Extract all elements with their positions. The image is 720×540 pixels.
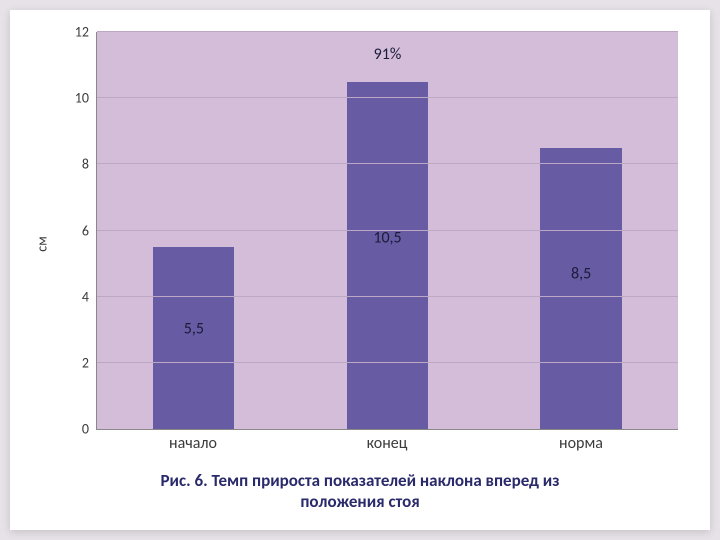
y-tick-label: 6 bbox=[82, 222, 97, 239]
plot-area: 5,510,591%8,5 024681012 bbox=[96, 32, 678, 430]
x-tick-label: начало bbox=[169, 434, 217, 453]
gridline bbox=[97, 97, 678, 98]
x-axis-labels: начало конец норма bbox=[96, 434, 678, 458]
y-axis-label: см bbox=[34, 236, 51, 251]
bars-layer: 5,5 10,5 91% 8,5 bbox=[97, 32, 678, 429]
x-tick-label: конец bbox=[367, 434, 408, 453]
bar bbox=[347, 82, 428, 429]
bar-value-label: 8,5 bbox=[571, 265, 591, 284]
gridline bbox=[97, 230, 678, 231]
y-tick-label: 2 bbox=[82, 354, 97, 371]
bar bbox=[540, 148, 621, 429]
bar-value-label: 5,5 bbox=[184, 319, 204, 338]
bar-annotation: 91% bbox=[374, 45, 402, 64]
gridline bbox=[97, 296, 678, 297]
y-tick-label: 12 bbox=[75, 24, 97, 41]
slide: 5,5 10,5 91% 8,5 0 2 4 6 8 10 12 начало конец норма… bbox=[10, 10, 710, 530]
caption-line-2: положения стоя bbox=[300, 491, 419, 512]
y-tick-label: 10 bbox=[75, 90, 97, 107]
figure-caption: Рис. 6. Темп прироста показателей наклон… bbox=[26, 470, 694, 513]
y-tick-label: 0 bbox=[82, 421, 97, 438]
x-tick-label: норма bbox=[559, 434, 603, 453]
caption-line-1: Рис. 6. Темп прироста показателей наклон… bbox=[160, 470, 559, 491]
y-tick-label: 4 bbox=[82, 288, 97, 305]
bar-value-label: 10,5 bbox=[373, 228, 401, 247]
gridline bbox=[97, 31, 678, 32]
chart: 5,5 10,5 91% 8,5 0 2 4 6 8 10 12 начало конец норма… bbox=[26, 24, 694, 464]
gridline bbox=[97, 362, 678, 363]
y-tick-label: 8 bbox=[82, 156, 97, 173]
gridline bbox=[97, 163, 678, 164]
